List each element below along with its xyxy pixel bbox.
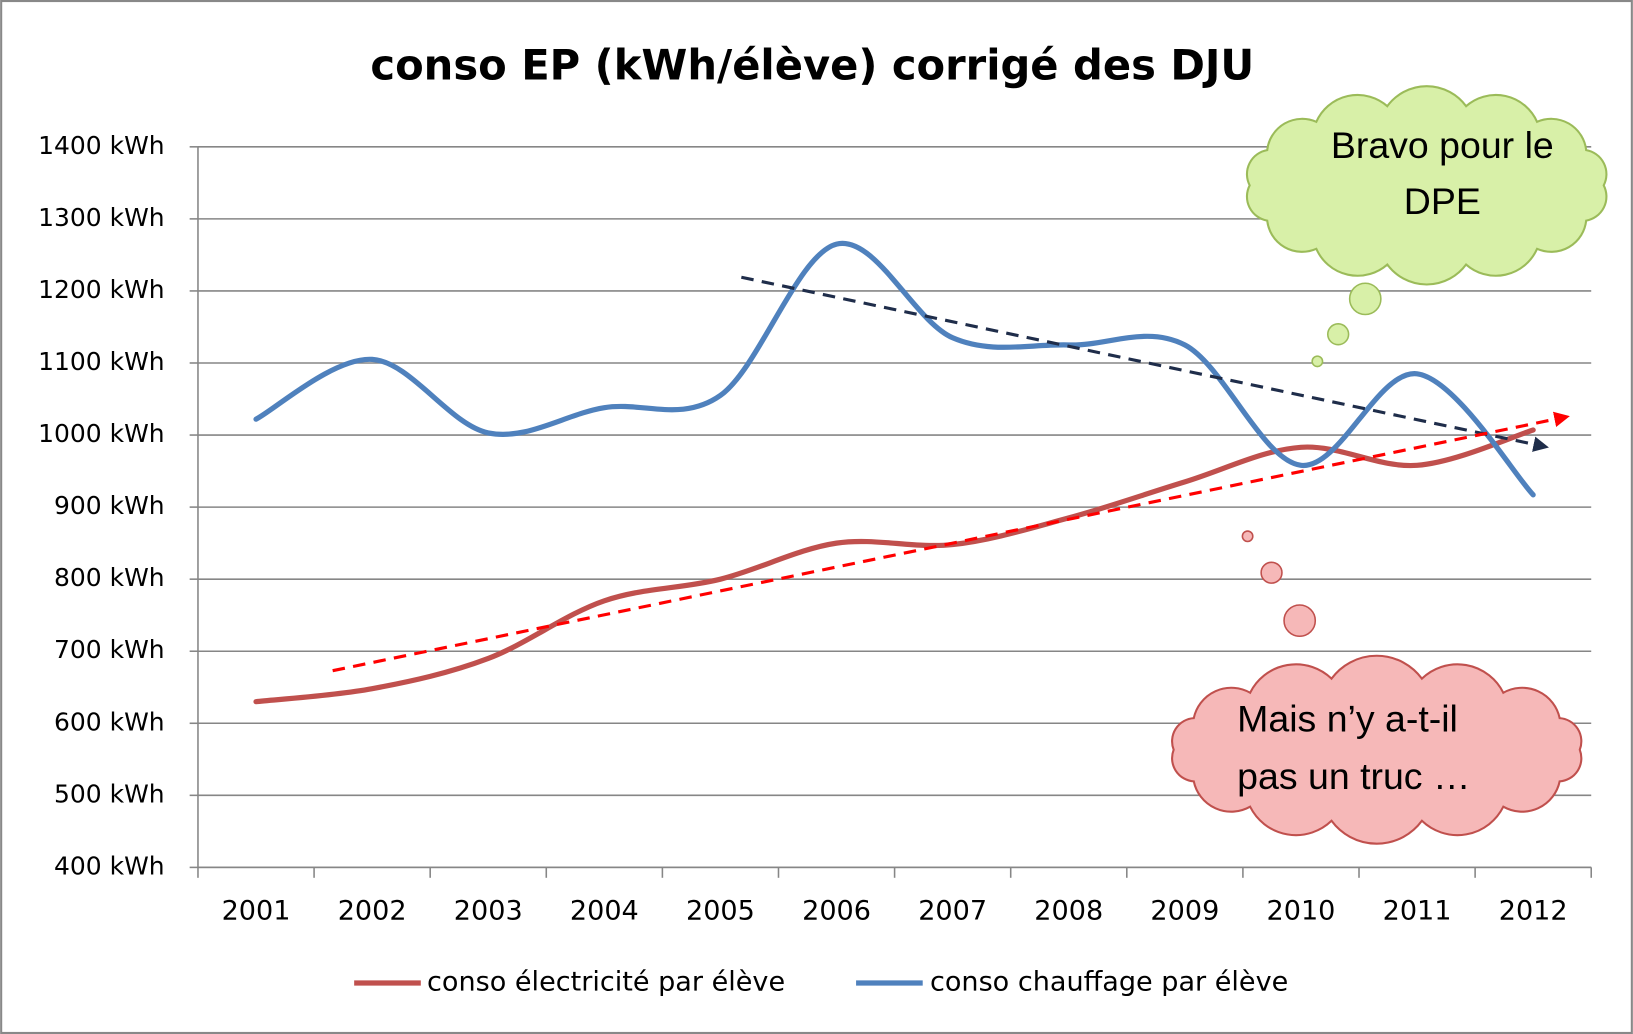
y-tick-label: 700 kWh xyxy=(54,635,165,664)
y-tick-label: 400 kWh xyxy=(54,851,165,880)
thought-bubble xyxy=(1261,562,1282,583)
y-tick-label: 1200 kWh xyxy=(38,275,165,304)
x-tick-label: 2006 xyxy=(802,896,871,927)
y-tick-label: 1000 kWh xyxy=(38,419,165,448)
chart-title: conso EP (kWh/élève) corrigé des DJU xyxy=(370,41,1254,90)
page: {"chart_data": { "type": "line", "title"… xyxy=(0,0,1633,1034)
y-tick-label: 1400 kWh xyxy=(38,131,165,160)
legend-label: conso électricité par élève xyxy=(427,966,785,997)
annotation-text: DPE xyxy=(1404,180,1481,222)
x-tick-label: 2008 xyxy=(1034,896,1103,927)
x-tick-label: 2001 xyxy=(222,896,291,927)
y-tick-label: 600 kWh xyxy=(54,707,165,736)
x-tick-label: 2011 xyxy=(1383,896,1452,927)
chart: conso EP (kWh/élève) corrigé des DJU 400… xyxy=(0,0,1633,1034)
x-tick-label: 2010 xyxy=(1267,896,1336,927)
x-tick-label: 2007 xyxy=(918,896,987,927)
x-tick-label: 2009 xyxy=(1150,896,1219,927)
legend-label: conso chauffage par élève xyxy=(930,966,1288,997)
y-tick-label: 1300 kWh xyxy=(38,203,165,232)
thought-bubble xyxy=(1312,356,1322,366)
thought-bubble xyxy=(1242,531,1252,541)
y-tick-label: 900 kWh xyxy=(54,491,165,520)
y-tick-label: 1100 kWh xyxy=(38,347,165,376)
thought-bubble xyxy=(1328,324,1349,345)
x-tick-label: 2003 xyxy=(454,896,523,927)
thought-bubble xyxy=(1284,605,1315,636)
y-tick-label: 500 kWh xyxy=(54,779,165,808)
y-tick-label: 800 kWh xyxy=(54,563,165,592)
x-tick-label: 2002 xyxy=(338,896,407,927)
thought-bubble xyxy=(1350,283,1381,314)
x-tick-label: 2012 xyxy=(1499,896,1568,927)
x-tick-label: 2004 xyxy=(570,896,639,927)
annotation-text: Bravo pour le xyxy=(1331,124,1554,166)
annotation-text: Mais n’y a-t-il xyxy=(1237,698,1458,740)
x-tick-label: 2005 xyxy=(686,896,755,927)
annotation-text: pas un truc … xyxy=(1237,755,1470,797)
